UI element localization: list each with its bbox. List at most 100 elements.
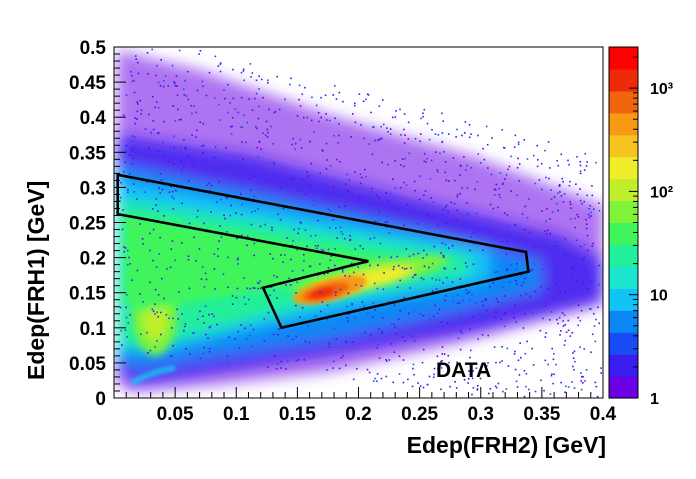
sparse-pixel <box>185 348 187 350</box>
peak-core <box>309 287 335 299</box>
sparse-pixel <box>407 209 409 211</box>
sparse-pixel <box>175 189 177 192</box>
sparse-pixel <box>178 291 180 293</box>
sparse-pixel <box>474 188 476 191</box>
sparse-pixel <box>252 328 255 331</box>
sparse-pixel <box>536 144 538 147</box>
sparse-pixel <box>442 320 444 323</box>
sparse-pixel <box>262 132 264 134</box>
sparse-pixel <box>360 124 362 126</box>
sparse-pixel <box>548 177 550 180</box>
sparse-pixel <box>574 226 576 229</box>
sparse-pixel <box>413 180 416 183</box>
sparse-pixel <box>310 119 313 122</box>
sparse-pixel <box>532 154 535 157</box>
sparse-pixel <box>173 197 175 200</box>
sparse-pixel <box>466 187 469 189</box>
x-tick-label: 0.05 <box>157 404 194 425</box>
sparse-pixel <box>403 296 405 299</box>
sparse-pixel <box>413 373 415 376</box>
sparse-pixel <box>424 190 427 192</box>
sparse-pixel <box>588 208 591 210</box>
sparse-pixel <box>348 179 351 181</box>
x-tick-label: 0.2 <box>345 404 371 425</box>
sparse-pixel <box>463 378 466 381</box>
sparse-pixel <box>558 185 561 187</box>
sparse-pixel <box>476 229 479 231</box>
sparse-pixel <box>468 124 471 126</box>
sparse-pixel <box>224 217 226 220</box>
sparse-pixel <box>326 159 328 161</box>
sparse-pixel <box>531 347 533 350</box>
sparse-pixel <box>354 102 356 105</box>
sparse-pixel <box>198 53 200 55</box>
sparse-pixel <box>562 320 564 322</box>
sparse-pixel <box>560 195 563 197</box>
sparse-pixel <box>317 185 320 188</box>
sparse-pixel <box>190 104 192 107</box>
sparse-pixel <box>304 86 306 89</box>
sparse-pixel <box>139 293 141 295</box>
sparse-pixel <box>576 193 579 196</box>
sparse-pixel <box>377 214 379 216</box>
sparse-pixel <box>464 132 466 134</box>
sparse-pixel <box>193 332 195 334</box>
sparse-pixel <box>420 133 422 135</box>
sparse-pixel <box>146 52 149 54</box>
sparse-pixel <box>258 75 260 77</box>
sparse-pixel <box>545 304 548 306</box>
sparse-pixel <box>564 291 566 293</box>
sparse-pixel <box>595 318 597 321</box>
sparse-pixel <box>337 193 340 195</box>
sparse-pixel <box>408 333 410 336</box>
sparse-pixel <box>255 79 258 82</box>
colorbar-tick-label: 10 <box>650 288 668 305</box>
sparse-pixel <box>555 244 557 247</box>
sparse-pixel <box>497 301 499 303</box>
sparse-pixel <box>411 335 414 338</box>
sparse-pixel <box>301 307 304 309</box>
sparse-pixel <box>284 254 286 256</box>
sparse-pixel <box>322 150 324 152</box>
sparse-pixel <box>441 112 443 115</box>
sparse-pixel <box>445 374 448 376</box>
sparse-pixel <box>250 189 252 192</box>
sparse-pixel <box>488 392 490 395</box>
colorbar-swatch <box>609 310 638 333</box>
sparse-pixel <box>376 380 378 382</box>
sparse-pixel <box>300 222 303 225</box>
sparse-pixel <box>162 141 164 144</box>
sparse-pixel <box>273 111 275 114</box>
sparse-pixel <box>561 177 563 180</box>
sparse-pixel <box>440 388 442 391</box>
sparse-pixel <box>204 272 207 275</box>
sparse-pixel <box>184 325 186 328</box>
sparse-pixel <box>374 377 376 380</box>
sparse-pixel <box>467 212 470 214</box>
sparse-pixel <box>593 312 595 315</box>
sparse-pixel <box>447 211 450 213</box>
sparse-pixel <box>551 373 553 375</box>
sparse-pixel <box>292 338 294 340</box>
sparse-pixel <box>505 388 508 390</box>
sparse-pixel <box>318 120 320 123</box>
sparse-pixel <box>456 194 459 196</box>
sparse-pixel <box>562 325 565 327</box>
sparse-pixel <box>212 155 214 158</box>
sparse-pixel <box>369 264 371 267</box>
sparse-pixel <box>290 258 292 261</box>
sparse-pixel <box>583 268 585 271</box>
sparse-pixel <box>586 264 589 267</box>
sparse-pixel <box>516 283 518 285</box>
sparse-pixel <box>329 259 332 262</box>
sparse-pixel <box>126 263 129 266</box>
sparse-pixel <box>303 116 305 119</box>
sparse-pixel <box>564 252 567 255</box>
sparse-pixel <box>326 304 329 306</box>
sparse-pixel <box>241 126 244 129</box>
sparse-pixel <box>443 151 445 153</box>
sparse-pixel <box>386 360 388 362</box>
sparse-pixel <box>432 201 435 203</box>
sparse-pixel <box>339 288 342 291</box>
sparse-pixel <box>458 302 461 304</box>
